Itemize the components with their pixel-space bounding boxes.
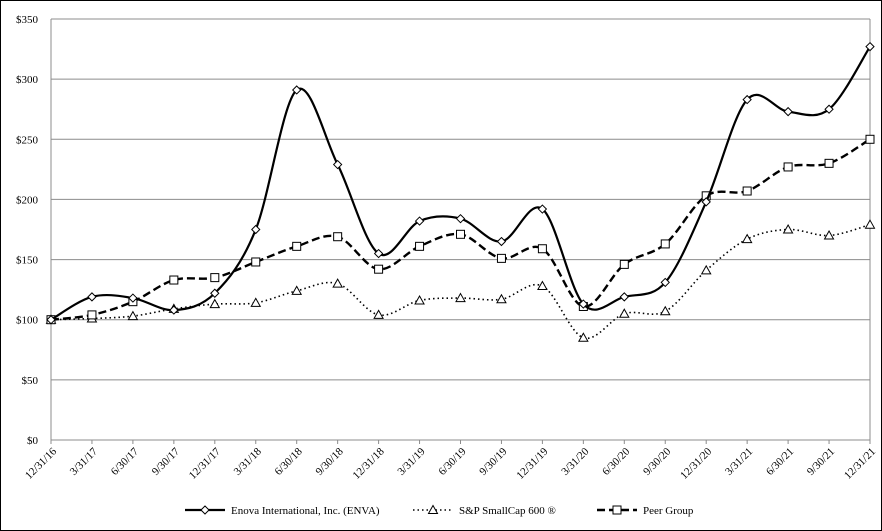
data-point-triangle (741, 233, 753, 244)
y-tick-label: $250 (16, 134, 39, 146)
data-point-square (292, 241, 302, 251)
y-tick-label: $200 (16, 194, 39, 206)
data-point-square (824, 158, 834, 168)
data-point-diamond (742, 94, 752, 105)
x-tick-label: 3/31/21 (723, 446, 755, 478)
data-point-triangle (823, 229, 835, 240)
data-point-square (660, 239, 670, 249)
data-point-diamond (128, 293, 138, 303)
x-tick-label: 3/31/17 (68, 445, 101, 478)
legend-marker-square (612, 505, 622, 515)
y-tick-label: $100 (16, 315, 39, 327)
data-point-triangle (209, 298, 221, 309)
x-tick-label: 9/30/20 (641, 445, 674, 478)
data-point-diamond (783, 106, 793, 117)
y-tick-label: $350 (16, 14, 39, 26)
data-point-diamond (210, 288, 220, 298)
x-tick-label: 9/30/21 (805, 446, 837, 478)
series-diamond-group (46, 41, 875, 325)
data-point-triangle (618, 308, 630, 318)
x-tick-label: 6/30/19 (436, 445, 469, 478)
data-point-triangle (782, 223, 794, 234)
data-point-triangle (332, 278, 344, 288)
x-tick-label: 9/30/18 (314, 445, 347, 478)
legend-label: Enova International, Inc. (ENVA) (231, 505, 380, 517)
legend: Enova International, Inc. (ENVA) S&P Smal… (185, 504, 694, 517)
x-tick-label: 12/31/17 (187, 445, 223, 481)
x-tick-label: 6/30/20 (600, 445, 633, 478)
x-tick-label: 3/31/20 (559, 445, 592, 478)
data-point-square (251, 257, 261, 267)
data-point-square (865, 134, 875, 144)
data-point-triangle (373, 309, 384, 319)
y-tick-label: $50 (22, 375, 39, 387)
data-point-diamond (169, 305, 179, 315)
data-point-triangle (455, 292, 466, 303)
data-point-diamond (46, 315, 56, 325)
data-point-triangle (700, 264, 712, 275)
data-point-diamond (578, 299, 589, 309)
y-tick-label: $300 (16, 74, 39, 86)
y-tick-label: $150 (16, 255, 39, 267)
data-point-triangle (864, 219, 876, 229)
x-tick-label: 6/30/17 (109, 445, 142, 478)
data-point-square (456, 229, 465, 239)
legend-marker-triangle (427, 504, 439, 514)
x-tick-label: 12/31/21 (842, 446, 878, 482)
x-tick-label: 12/31/19 (514, 445, 550, 481)
data-point-diamond (537, 204, 548, 214)
data-point-triangle (414, 294, 425, 305)
data-point-diamond (496, 236, 507, 247)
data-point-square (210, 273, 220, 283)
data-point-square (333, 232, 343, 242)
data-point-diamond (865, 41, 875, 52)
x-tick-label: 9/30/17 (150, 445, 183, 478)
data-point-triangle (537, 280, 548, 291)
data-point-square (537, 244, 547, 254)
data-point-diamond (455, 213, 466, 224)
data-point-triangle (577, 332, 589, 342)
data-point-triangle (659, 305, 671, 316)
data-point-square (169, 275, 179, 285)
legend-marker-diamond (200, 505, 210, 515)
legend-label: Peer Group (643, 505, 694, 517)
data-point-square (619, 259, 629, 269)
data-point-square (742, 186, 752, 196)
data-point-diamond (660, 277, 670, 288)
x-tick-label: 12/31/16 (23, 445, 59, 481)
data-point-square (415, 241, 425, 251)
x-tick-label: 3/31/18 (232, 445, 265, 478)
data-point-square (374, 264, 384, 274)
x-tick-label: 9/30/19 (477, 445, 510, 478)
series-triangle-group (45, 219, 876, 342)
data-point-square (87, 310, 97, 320)
data-point-triangle (250, 297, 262, 307)
data-point-diamond (251, 224, 261, 235)
data-point-square (783, 162, 793, 172)
x-tick-label: 12/31/20 (678, 445, 714, 481)
x-tick-label: 12/31/18 (351, 445, 387, 481)
x-tick-label: 6/30/21 (764, 446, 796, 478)
legend-label: S&P SmallCap 600 ® (459, 505, 556, 517)
data-point-triangle (496, 293, 507, 304)
data-point-diamond (332, 159, 343, 170)
data-point-triangle (291, 285, 303, 295)
data-point-diamond (414, 216, 425, 226)
x-tick-label: 3/31/19 (395, 445, 428, 478)
data-point-diamond (619, 292, 630, 302)
x-tick-label: 6/30/18 (273, 445, 306, 478)
data-point-diamond (87, 292, 97, 302)
data-point-diamond (373, 248, 384, 259)
data-point-square (496, 253, 506, 263)
data-point-triangle (127, 310, 139, 321)
y-tick-label: $0 (27, 435, 39, 447)
data-point-diamond (291, 85, 302, 95)
data-point-diamond (824, 104, 834, 114)
data-point-diamond (701, 197, 711, 207)
